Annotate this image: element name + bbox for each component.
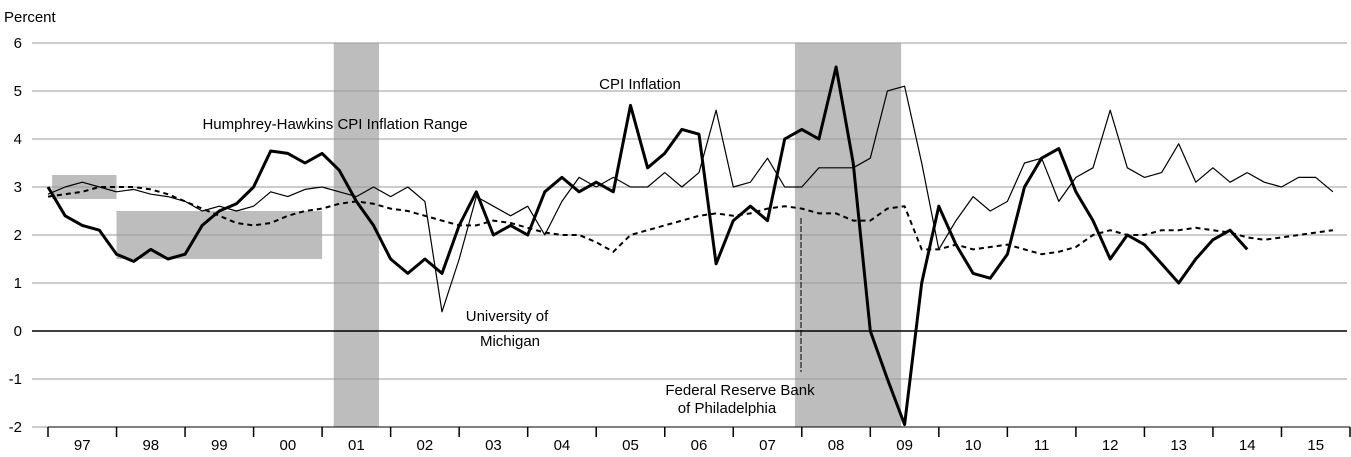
x-tick-label: 97: [74, 437, 91, 454]
x-tick-label: 14: [1239, 437, 1256, 454]
annotation: Federal Reserve Bank: [665, 382, 815, 399]
x-tick-label: 15: [1307, 437, 1324, 454]
y-tick-label: 0: [14, 323, 22, 340]
x-tick-label: 07: [759, 437, 776, 454]
series-line: [47, 85, 1334, 313]
x-tick-label: 03: [485, 437, 502, 454]
annotation: University of: [466, 308, 549, 325]
x-tick-label: 04: [554, 437, 571, 454]
y-tick-label: -1: [9, 371, 22, 388]
y-tick-label: 5: [14, 83, 22, 100]
series-line: [47, 186, 1334, 256]
annotation: Michigan: [480, 333, 540, 350]
y-tick-label: 2: [14, 227, 22, 244]
x-tick-label: 02: [417, 437, 434, 454]
y-tick-label: 4: [14, 131, 22, 148]
y-tick-label: -2: [9, 419, 22, 436]
series-line: [46, 65, 1249, 427]
annotation: CPI Inflation: [599, 76, 681, 93]
y-tick-label: 1: [14, 275, 22, 292]
x-tick-label: 08: [828, 437, 845, 454]
x-tick-label: 00: [279, 437, 296, 454]
x-tick-label: 09: [896, 437, 913, 454]
x-tick-label: 10: [965, 437, 982, 454]
x-tick-label: 12: [1102, 437, 1119, 454]
y-axis-label: Percent: [4, 9, 57, 26]
x-tick-label: 06: [691, 437, 708, 454]
annotation: of Philadelphia: [678, 400, 777, 417]
x-tick-label: 05: [622, 437, 639, 454]
x-tick-label: 98: [142, 437, 159, 454]
annotation: Humphrey-Hawkins CPI Inflation Range: [202, 116, 467, 133]
x-tick-label: 01: [348, 437, 365, 454]
y-tick-label: 3: [14, 179, 22, 196]
x-tick-label: 13: [1170, 437, 1187, 454]
y-tick-label: 6: [14, 35, 22, 52]
x-tick-label: 99: [211, 437, 228, 454]
x-tick-label: 11: [1034, 437, 1050, 454]
